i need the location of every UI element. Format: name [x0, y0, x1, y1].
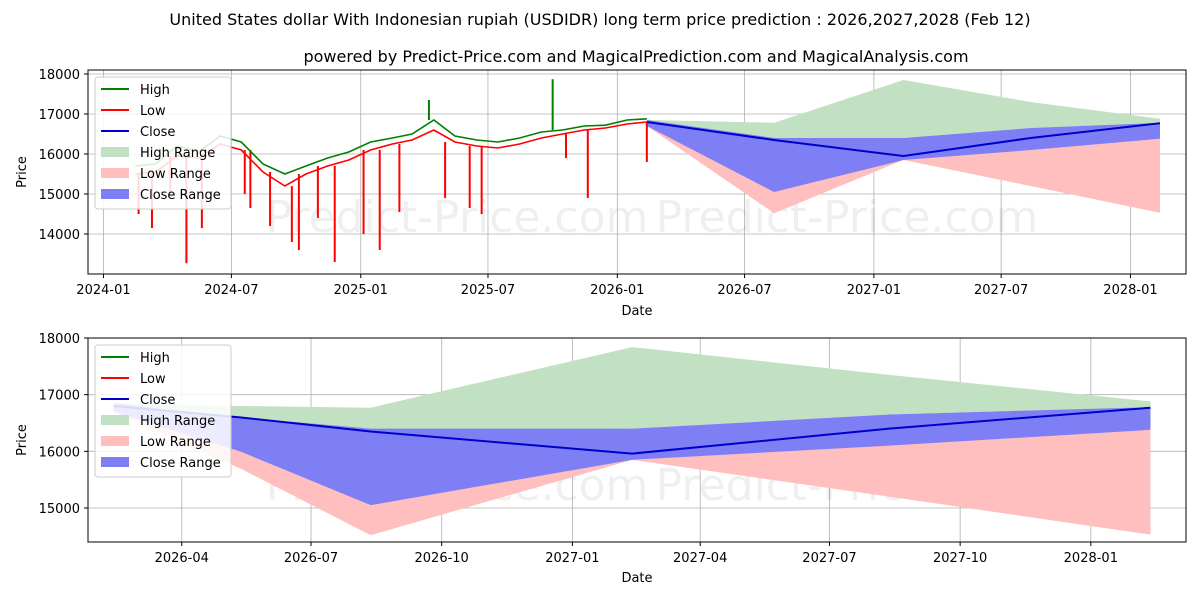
legend-patch-swatch	[101, 415, 129, 425]
x-tick-label: 2026-10	[415, 551, 469, 566]
legend-label: High	[140, 83, 170, 98]
x-tick-label: 2024-07	[204, 283, 258, 298]
legend-label: Low	[140, 372, 166, 387]
x-tick-label: 2025-07	[461, 283, 515, 298]
legend-label: Close	[140, 125, 175, 140]
x-axis-label: Date	[621, 304, 652, 319]
y-tick-label: 15000	[39, 502, 80, 517]
legend-label: High Range	[140, 414, 215, 429]
high-range-band	[646, 80, 1160, 140]
legend-patch-swatch	[101, 436, 129, 446]
chart-title: United States dollar With Indonesian rup…	[169, 10, 1030, 29]
x-tick-label: 2027-01	[545, 551, 599, 566]
x-axis-label: Date	[621, 571, 652, 586]
x-tick-label: 2028-01	[1103, 283, 1157, 298]
y-tick-label: 16000	[39, 445, 80, 460]
legend-label: High	[140, 351, 170, 366]
x-tick-label: 2027-07	[974, 283, 1028, 298]
close-forecast-line	[646, 121, 1161, 158]
legend-label: Close	[140, 393, 175, 408]
x-tick-label: 2025-01	[334, 283, 388, 298]
watermark-text: Predict-Price.com	[656, 192, 1039, 243]
plot-frame	[87, 69, 1187, 275]
x-tick-label: 2028-01	[1064, 551, 1118, 566]
legend-patch-swatch	[101, 189, 129, 199]
y-tick-label: 16000	[39, 148, 80, 163]
legend-label: Close Range	[140, 188, 221, 203]
x-tick-label: 2026-07	[717, 283, 771, 298]
y-axis-label: Price	[15, 156, 30, 188]
top-panel: Predict-Price.com Predict-Price.com 2024-0…	[15, 68, 1187, 319]
y-tick-label: 15000	[39, 188, 80, 203]
x-tick-label: 2024-01	[76, 283, 130, 298]
bottom-panel: Predict-Price.comPredict-Price.com2026-0…	[15, 332, 1187, 586]
x-tick-label: 2027-01	[847, 283, 901, 298]
legend-label: High Range	[140, 146, 215, 161]
legend-patch-swatch	[101, 147, 129, 157]
y-tick-label: 14000	[39, 228, 80, 243]
y-tick-label: 17000	[39, 389, 80, 404]
x-tick-label: 2027-04	[673, 551, 727, 566]
legend-label: Close Range	[140, 456, 221, 471]
x-tick-label: 2026-07	[284, 551, 338, 566]
legend: High Low Close High Range Low Range Close Ran…	[94, 344, 232, 478]
watermark-text: Predict-Price.com	[266, 192, 649, 243]
y-axis-label: Price	[15, 424, 30, 456]
legend-label: Low	[140, 104, 166, 119]
legend-patch-swatch	[101, 168, 129, 178]
x-tick-label: 2026-04	[155, 551, 209, 566]
x-tick-label: 2026-01	[590, 283, 644, 298]
y-tick-label: 17000	[39, 108, 80, 123]
legend-patch-swatch	[101, 457, 129, 467]
high-range-band	[113, 347, 1151, 432]
chart-subtitle: powered by Predict-Price.com and Magical…	[303, 47, 968, 66]
x-tick-label: 2027-07	[802, 551, 856, 566]
legend: High Low Close High Range Low Range Close Ran…	[94, 76, 232, 210]
x-tick-label: 2027-10	[933, 551, 987, 566]
y-tick-label: 18000	[39, 332, 80, 347]
y-tick-label: 18000	[39, 68, 80, 83]
plot-frame	[87, 337, 1187, 543]
legend-label: Low Range	[140, 167, 211, 182]
legend-label: Low Range	[140, 435, 211, 450]
